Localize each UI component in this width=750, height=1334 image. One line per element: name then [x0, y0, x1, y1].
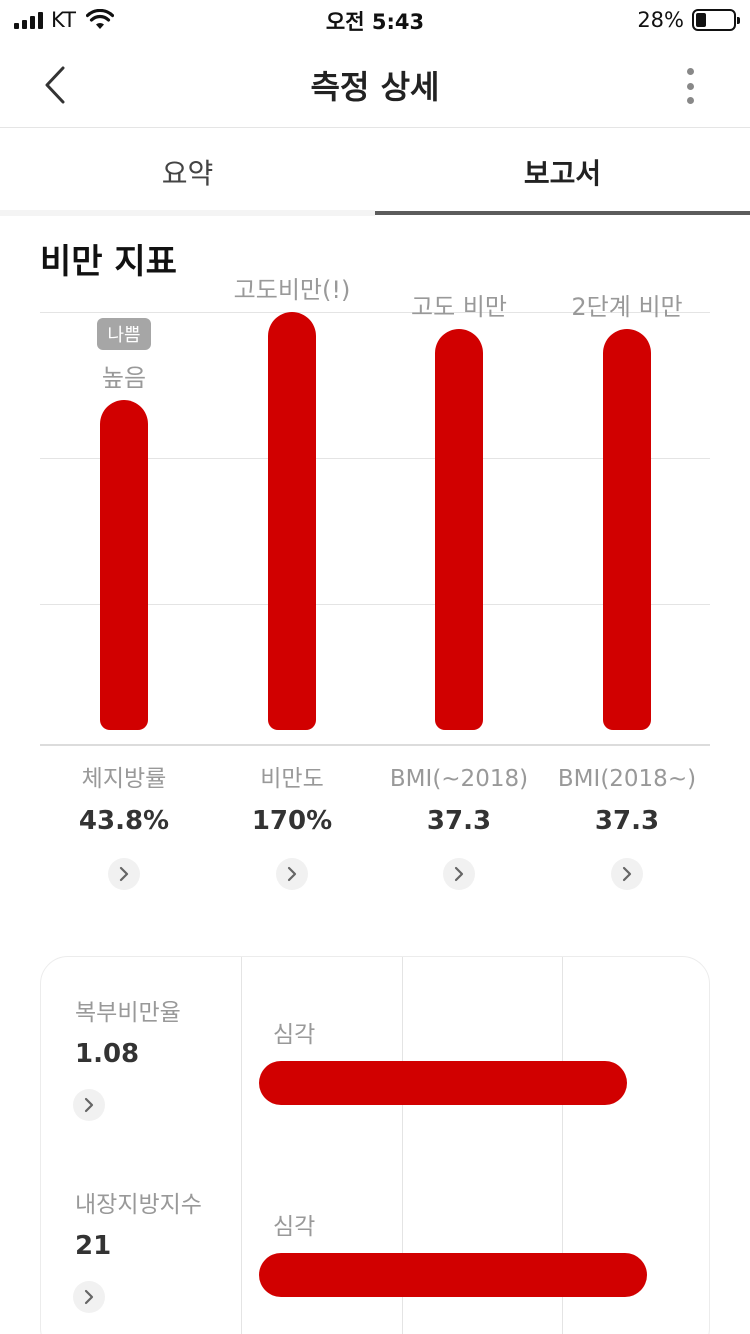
grid-line [40, 312, 710, 313]
card-row-detail-button[interactable] [73, 1281, 105, 1313]
chevron-right-icon [622, 866, 632, 882]
battery-icon [692, 9, 740, 31]
more-button[interactable] [670, 64, 710, 108]
card-grid-line [402, 957, 403, 1334]
tab-report[interactable]: 보고서 [375, 129, 750, 215]
metric-value: 37.3 [594, 806, 660, 836]
metric-name: 체지방률 [81, 766, 167, 792]
card-grid-line [562, 957, 563, 1334]
nav-bar: 측정 상세 [0, 40, 750, 128]
tab-bar: 요약 보고서 [0, 129, 750, 215]
card-row-status: 심각 [273, 1022, 316, 1048]
carrier-label: KT [51, 8, 76, 32]
status-right: 28% [637, 8, 740, 32]
card-row-bar [259, 1253, 647, 1297]
tab-divider [0, 210, 375, 216]
abdominal-card: 복부비만율 1.08 심각 내장지방지수 21 심각 [40, 956, 710, 1334]
status-time: 오전 5:43 [325, 10, 425, 34]
card-row-name: 복부비만율 [75, 1000, 181, 1026]
chevron-left-icon [45, 66, 65, 104]
back-button[interactable] [30, 60, 80, 110]
metric-value: 37.3 [426, 806, 492, 836]
metric-detail-button[interactable] [276, 858, 308, 890]
metric-labels: 체지방률 43.8% 비만도 170% BMI(~2018) 37.3 BMI(2018~)… [0, 760, 750, 900]
metric-item: BMI(2018~) 37.3 [527, 762, 727, 890]
bar-status-label: 고도 비만 [411, 293, 507, 321]
card-row-bar [259, 1061, 627, 1105]
section-title: 비만 지표 [40, 242, 177, 282]
grid-line [40, 604, 710, 605]
status-badge: 나쁨 [97, 318, 151, 350]
metric-item: BMI(~2018) 37.3 [359, 762, 559, 890]
battery-percent: 28% [637, 8, 684, 32]
card-row-value: 21 [75, 1231, 112, 1261]
card-row-name: 내장지방지수 [75, 1192, 202, 1218]
metric-name: BMI(2018~) [557, 766, 697, 792]
page-title: 측정 상세 [310, 68, 440, 106]
status-left: KT [14, 8, 114, 32]
chevron-right-icon [287, 866, 297, 882]
metric-item: 체지방률 43.8% [24, 762, 224, 890]
chart-bar [268, 312, 316, 730]
card-row-detail-button[interactable] [73, 1089, 105, 1121]
signal-icon [14, 11, 43, 29]
metric-value: 170% [251, 806, 333, 836]
metric-item: 비만도 170% [192, 762, 392, 890]
metric-value: 43.8% [78, 806, 170, 836]
card-row-status: 심각 [273, 1214, 316, 1240]
chevron-right-icon [84, 1289, 94, 1305]
metric-detail-button[interactable] [443, 858, 475, 890]
chart-bar [435, 329, 483, 730]
bar-status-label: 높음 [101, 364, 147, 392]
wifi-icon [85, 9, 114, 29]
battery-fill [696, 13, 707, 27]
metric-detail-button[interactable] [108, 858, 140, 890]
tab-summary[interactable]: 요약 [161, 157, 214, 190]
bar-status-label: 2단계 비만 [571, 293, 683, 321]
status-bar: KT 오전 5:43 28% [0, 0, 750, 40]
chart-bar [100, 400, 148, 730]
obesity-chart: 높음 나쁨 고도비만(!) 고도 비만 2단계 비만 [0, 260, 750, 760]
metric-detail-button[interactable] [611, 858, 643, 890]
card-row-value: 1.08 [75, 1039, 140, 1069]
grid-line [40, 458, 710, 459]
chart-baseline [40, 744, 710, 746]
chart-bar [603, 329, 651, 730]
card-divider [241, 957, 242, 1334]
chevron-right-icon [119, 866, 129, 882]
more-vertical-icon [686, 68, 694, 75]
chevron-right-icon [454, 866, 464, 882]
metric-name: BMI(~2018) [389, 766, 529, 792]
chevron-right-icon [84, 1097, 94, 1113]
metric-name: 비만도 [260, 766, 324, 792]
bar-status-label: 고도비만(!) [233, 276, 351, 304]
